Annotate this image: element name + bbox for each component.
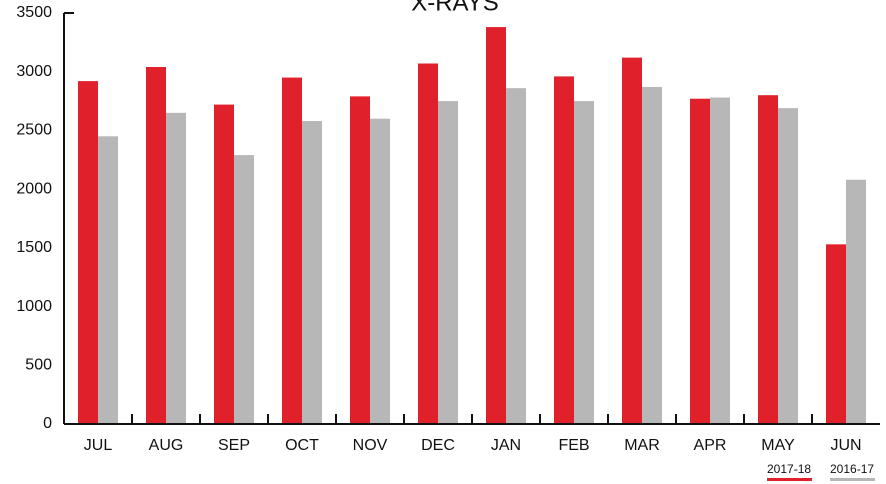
x-tick-label: DEC bbox=[421, 437, 455, 454]
x-tick-label: OCT bbox=[285, 437, 319, 454]
y-tick-label: 2500 bbox=[16, 122, 52, 139]
bar bbox=[574, 101, 594, 425]
y-tick-label: 2000 bbox=[16, 180, 52, 197]
x-tick-label: JUL bbox=[84, 437, 113, 454]
y-tick-label: 1500 bbox=[16, 239, 52, 256]
bar bbox=[778, 108, 798, 425]
legend-label: 2016-17 bbox=[830, 462, 874, 476]
bar bbox=[438, 101, 458, 425]
x-tick-label: APR bbox=[694, 437, 727, 454]
bar bbox=[146, 67, 166, 424]
bar bbox=[282, 77, 302, 424]
bar bbox=[302, 121, 322, 424]
x-tick-label: NOV bbox=[353, 437, 388, 454]
x-tick-label: JUN bbox=[830, 437, 861, 454]
y-tick-label: 1000 bbox=[16, 298, 52, 315]
bar bbox=[486, 27, 506, 424]
bar bbox=[370, 118, 390, 424]
x-tick-label: MAR bbox=[624, 437, 660, 454]
y-tick-label: 0 bbox=[43, 415, 52, 432]
bar bbox=[98, 136, 118, 425]
y-tick-label: 3000 bbox=[16, 63, 52, 80]
x-tick-label: AUG bbox=[149, 437, 184, 454]
bar bbox=[234, 155, 254, 425]
bar bbox=[846, 179, 866, 424]
bar bbox=[350, 96, 370, 425]
bar bbox=[826, 244, 846, 424]
bar bbox=[166, 112, 186, 425]
x-tick-label: FEB bbox=[558, 437, 589, 454]
legend-label: 2017-18 bbox=[767, 462, 811, 476]
chart-title: X-RAYS bbox=[411, 0, 499, 16]
bar bbox=[758, 95, 778, 424]
bar bbox=[418, 63, 438, 424]
bar bbox=[214, 104, 234, 424]
legend-swatch bbox=[830, 478, 875, 481]
bar bbox=[78, 81, 98, 424]
y-tick-label: 500 bbox=[25, 357, 52, 374]
x-tick-label: JAN bbox=[491, 437, 521, 454]
bar bbox=[622, 57, 642, 424]
x-tick-label: SEP bbox=[218, 437, 250, 454]
y-tick-label: 3500 bbox=[16, 4, 52, 21]
x-tick-label: MAY bbox=[761, 437, 795, 454]
legend-swatch bbox=[767, 478, 812, 481]
bar bbox=[690, 98, 710, 425]
bar bbox=[554, 76, 574, 424]
bar bbox=[642, 86, 662, 424]
bar bbox=[506, 88, 526, 424]
bar bbox=[710, 97, 730, 424]
